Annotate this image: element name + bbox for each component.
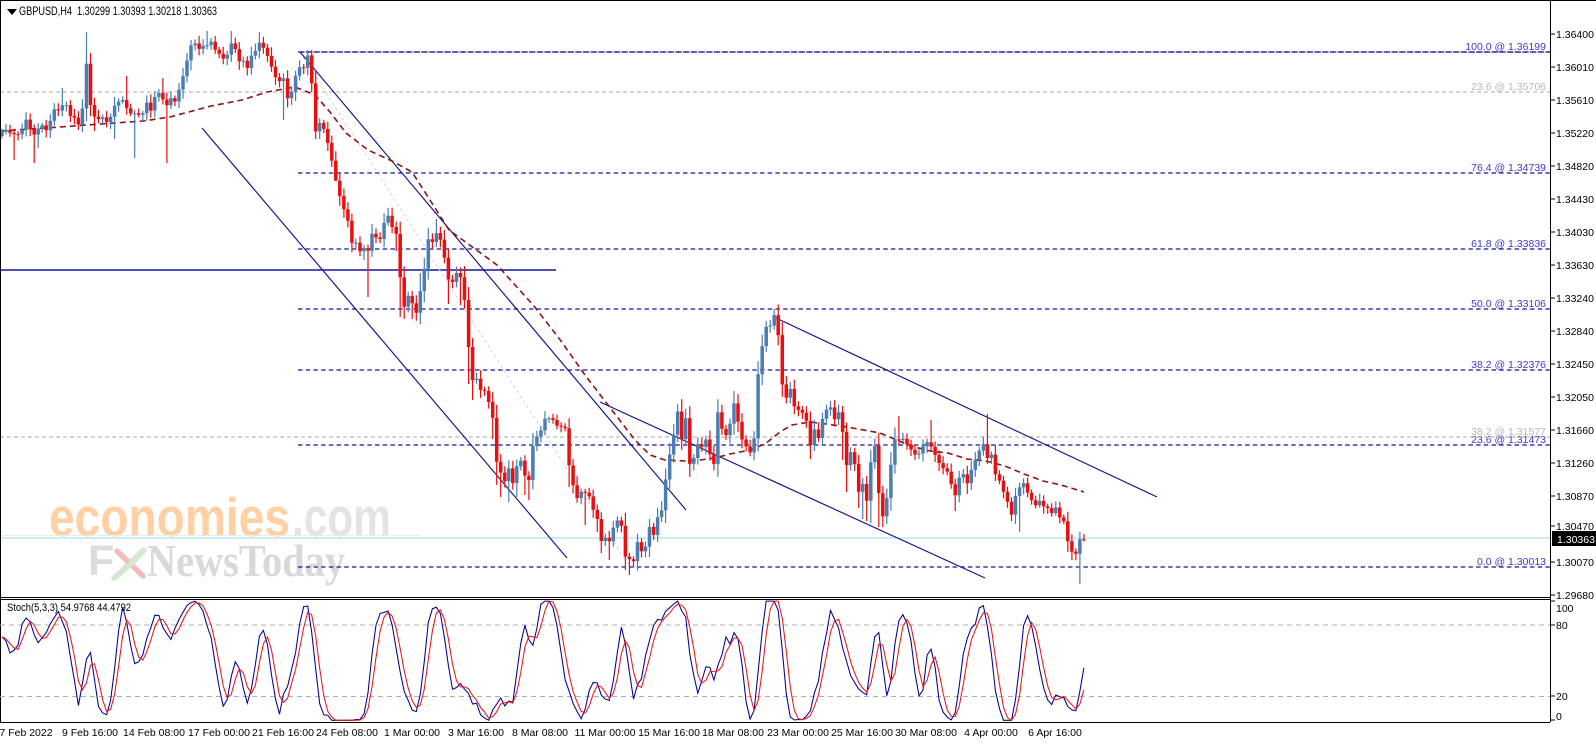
svg-text:F: F <box>88 537 114 585</box>
svg-text:1.31260: 1.31260 <box>1556 458 1594 470</box>
svg-text:1.31660: 1.31660 <box>1556 425 1594 437</box>
svg-text:76.4 @ 1.34739: 76.4 @ 1.34739 <box>1471 162 1546 174</box>
svg-text:9 Feb 16:00: 9 Feb 16:00 <box>62 727 118 739</box>
svg-text:1.30870: 1.30870 <box>1556 491 1594 503</box>
svg-text:1.33630: 1.33630 <box>1556 260 1594 272</box>
svg-text:4 Apr 00:00: 4 Apr 00:00 <box>964 727 1018 739</box>
svg-text:1.29680: 1.29680 <box>1556 590 1594 602</box>
svg-text:21 Feb 16:00: 21 Feb 16:00 <box>252 727 314 739</box>
svg-text:1.36010: 1.36010 <box>1556 62 1594 74</box>
svg-text:100.0 @ 1.36199: 100.0 @ 1.36199 <box>1465 41 1546 53</box>
svg-text:1.35610: 1.35610 <box>1556 95 1594 107</box>
svg-text:3 Mar 16:00: 3 Mar 16:00 <box>448 727 504 739</box>
svg-text:15 Mar 16:00: 15 Mar 16:00 <box>638 727 700 739</box>
svg-text:Stoch(5,3,3) 54.9768 44.4792: Stoch(5,3,3) 54.9768 44.4792 <box>7 602 131 614</box>
svg-text:1.32450: 1.32450 <box>1556 359 1594 371</box>
svg-text:23 Mar 00:00: 23 Mar 00:00 <box>767 727 829 739</box>
svg-text:80: 80 <box>1556 620 1568 632</box>
svg-text:38.2 @ 1.32376: 38.2 @ 1.32376 <box>1471 359 1546 371</box>
svg-text:1.36400: 1.36400 <box>1556 29 1594 41</box>
svg-text:8 Mar 08:00: 8 Mar 08:00 <box>512 727 568 739</box>
svg-text:1.30470: 1.30470 <box>1556 521 1594 533</box>
svg-text:1 Mar 00:00: 1 Mar 00:00 <box>384 727 440 739</box>
svg-text:38.2 @ 1.31577: 38.2 @ 1.31577 <box>1471 426 1546 438</box>
svg-text:50.0 @ 1.33106: 50.0 @ 1.33106 <box>1471 298 1546 310</box>
svg-text:1.34820: 1.34820 <box>1556 161 1594 173</box>
svg-text:61.8 @ 1.33836: 61.8 @ 1.33836 <box>1471 238 1546 250</box>
svg-text:24 Feb 08:00: 24 Feb 08:00 <box>316 727 378 739</box>
svg-text:GBPUSD,H4 1.30299 1.30393 1.3: GBPUSD,H4 1.30299 1.30393 1.30218 1.3036… <box>19 4 217 18</box>
svg-text:7 Feb 2022: 7 Feb 2022 <box>0 727 53 739</box>
svg-text:1.32840: 1.32840 <box>1556 326 1594 338</box>
svg-text:20: 20 <box>1556 691 1568 703</box>
svg-text:11 Mar 00:00: 11 Mar 00:00 <box>574 727 635 739</box>
svg-text:25 Mar 16:00: 25 Mar 16:00 <box>831 727 893 739</box>
svg-text:23.6 @ 1.35706: 23.6 @ 1.35706 <box>1471 81 1546 93</box>
svg-text:0.0 @ 1.30013: 0.0 @ 1.30013 <box>1477 556 1546 568</box>
svg-text:1.35220: 1.35220 <box>1556 128 1594 140</box>
svg-text:6 Apr 16:00: 6 Apr 16:00 <box>1028 727 1082 739</box>
svg-text:1.30070: 1.30070 <box>1556 557 1594 569</box>
svg-text:0: 0 <box>1556 711 1562 723</box>
svg-text:1.30363: 1.30363 <box>1557 534 1595 546</box>
svg-text:30 Mar 08:00: 30 Mar 08:00 <box>895 727 957 739</box>
svg-text:1.34430: 1.34430 <box>1556 194 1594 206</box>
svg-text:18 Mar 08:00: 18 Mar 08:00 <box>702 727 764 739</box>
svg-text:NewsToday: NewsToday <box>147 536 345 586</box>
svg-text:1.33240: 1.33240 <box>1556 293 1594 305</box>
svg-text:100: 100 <box>1556 603 1574 615</box>
svg-text:17 Feb 00:00: 17 Feb 00:00 <box>188 727 250 739</box>
svg-text:14 Feb 08:00: 14 Feb 08:00 <box>123 727 185 739</box>
svg-text:1.32050: 1.32050 <box>1556 392 1594 404</box>
svg-text:1.34030: 1.34030 <box>1556 227 1594 239</box>
